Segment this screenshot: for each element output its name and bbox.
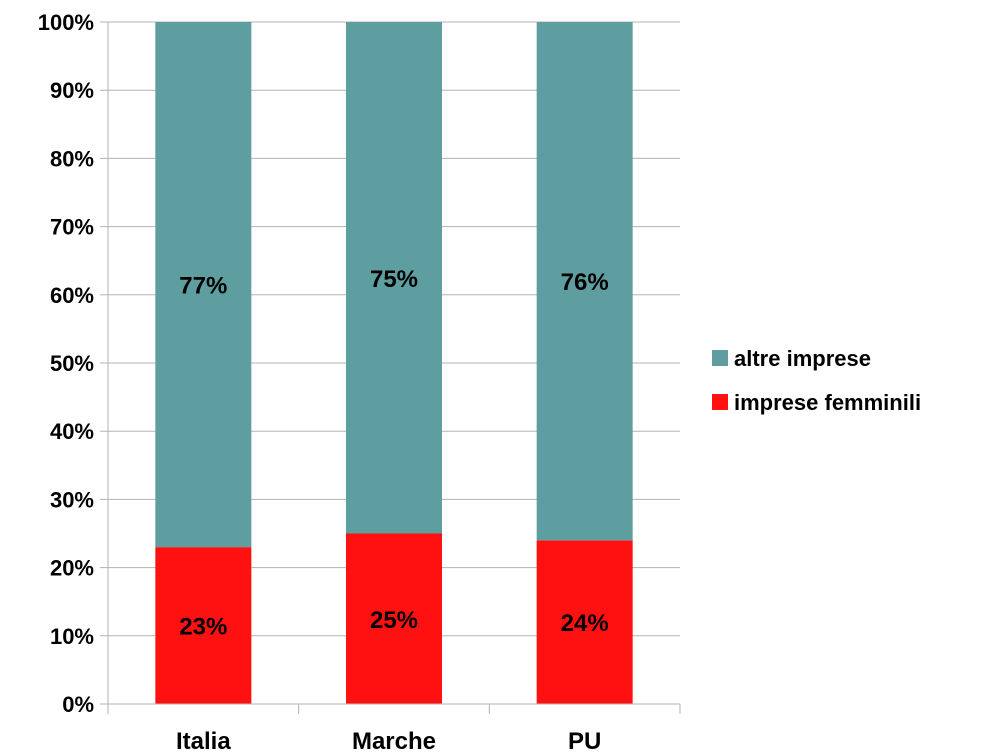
- x-category-label: PU: [568, 728, 601, 755]
- data-label: 23%: [179, 614, 227, 641]
- legend-swatch: [712, 394, 728, 410]
- data-label: 75%: [370, 266, 418, 293]
- data-labels: 23% 77% 25% 75% 24% 76%: [179, 266, 608, 641]
- y-tick-label: 40%: [50, 419, 94, 444]
- y-tick-label: 30%: [50, 487, 94, 512]
- y-tick-label: 90%: [50, 78, 94, 103]
- y-tick-label: 10%: [50, 624, 94, 649]
- x-axis-ticks: Italia Marche PU: [107, 704, 681, 755]
- y-axis-ticks: 0% 10% 20% 30% 40% 50% 60% 70% 80% 90% 100%: [38, 10, 108, 717]
- y-tick-label: 50%: [50, 351, 94, 376]
- y-tick-label: 20%: [50, 556, 94, 581]
- legend-swatch: [712, 350, 728, 366]
- x-category-label: Italia: [176, 728, 231, 755]
- data-label: 25%: [370, 607, 418, 634]
- bar-imprese-femminili-italia: [155, 547, 252, 704]
- bar-altre-imprese-marche: [346, 22, 442, 534]
- bar-imprese-femminili-marche: [346, 533, 442, 704]
- y-tick-label: 80%: [50, 146, 94, 171]
- legend-label: altre imprese: [734, 346, 871, 371]
- x-category-label: Marche: [352, 728, 436, 755]
- data-label: 76%: [561, 269, 609, 296]
- bars: [155, 22, 633, 704]
- bar-altre-imprese-pu: [536, 22, 633, 541]
- y-tick-label: 0%: [62, 692, 94, 717]
- data-label: 77%: [179, 273, 227, 300]
- legend: altre imprese imprese femminili: [712, 346, 921, 415]
- data-label: 24%: [561, 610, 609, 637]
- y-tick-label: 60%: [50, 283, 94, 308]
- y-tick-label: 100%: [38, 10, 94, 35]
- y-tick-label: 70%: [50, 215, 94, 240]
- bar-imprese-femminili-pu: [536, 540, 633, 704]
- legend-label: imprese femminili: [734, 390, 921, 415]
- bar-altre-imprese-italia: [155, 22, 252, 548]
